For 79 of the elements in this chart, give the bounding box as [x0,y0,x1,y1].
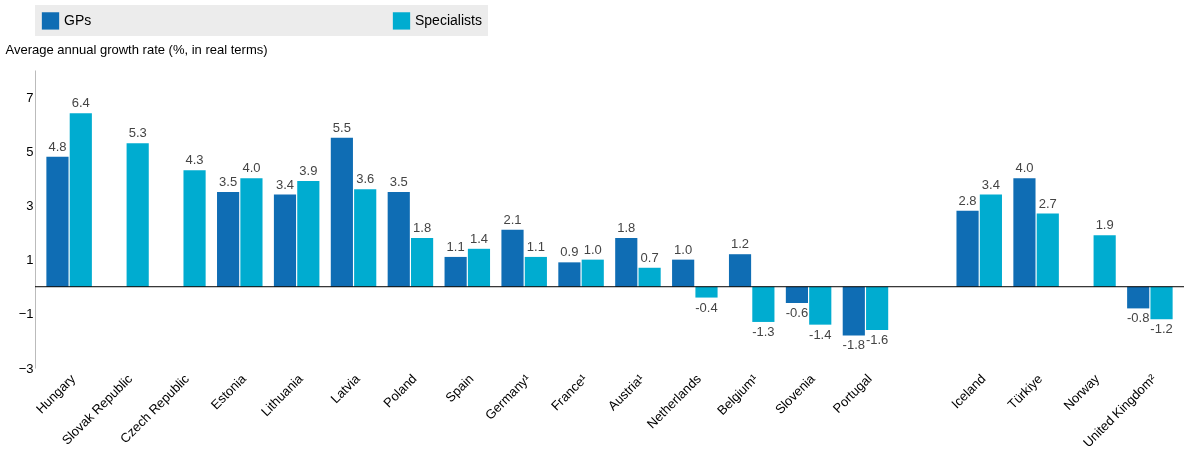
bar [956,210,979,287]
y-tick-label: −3 [18,360,34,376]
data-label: 4.3 [185,152,204,168]
data-label: 1.1 [446,238,465,254]
data-label: 5.5 [332,119,351,135]
bar [444,256,467,287]
data-label: 2.1 [503,211,522,227]
data-label: -1.3 [752,323,775,339]
bar [638,267,661,287]
data-label: -0.8 [1127,310,1150,326]
bar [217,191,240,287]
data-label: -1.4 [809,326,832,342]
data-label: 1.4 [469,230,488,246]
bar [354,189,377,287]
bar [273,194,297,287]
data-label: 1.2 [731,236,750,252]
bar [581,259,604,287]
y-tick-label: 1 [26,252,34,268]
bar [558,262,581,287]
bar [467,248,491,287]
bar [524,256,547,287]
y-tick-label: −1 [18,306,34,322]
data-label: 1.9 [1095,217,1114,233]
bar [501,229,524,287]
y-tick-label: 3 [26,197,34,213]
data-label: -0.6 [785,304,809,320]
bar [387,191,410,287]
bar [69,113,92,287]
data-label: 0.9 [560,244,579,260]
data-label: 0.7 [640,249,659,265]
data-label: 6.4 [71,95,90,111]
data-label: 1.8 [413,219,432,235]
data-label: 3.4 [981,176,1000,192]
data-label: 4.8 [48,138,67,154]
data-label: 3.9 [299,163,318,179]
data-label: 2.8 [958,192,977,208]
bar [1093,235,1116,287]
data-label: -1.8 [842,337,865,353]
data-label: 1.8 [617,219,636,235]
bar [866,286,889,331]
data-label: 4.0 [242,160,261,176]
bar [785,286,808,303]
data-label: 3.5 [219,173,238,189]
bar [330,137,353,287]
data-label: 5.3 [128,125,147,141]
data-label: 3.5 [389,173,408,189]
bar [752,286,775,322]
bar [126,143,149,287]
data-label: 3.4 [275,176,295,192]
data-label: -1.6 [865,332,889,348]
bar [728,254,752,287]
data-label: 1.1 [526,238,545,254]
y-axis-title: Average annual growth rate (%, in real terms) [5,41,268,57]
bar [1013,178,1036,287]
bar [809,286,832,325]
legend-label: GPs [64,11,92,28]
y-tick-label: 5 [26,143,34,159]
data-label: 1.0 [583,241,602,257]
bar [411,237,434,287]
legend-label: Specialists [415,11,482,28]
data-label: 4.0 [1015,160,1034,176]
bar [1150,286,1173,320]
bar [240,178,263,287]
bar [1036,213,1059,287]
bar [842,286,865,336]
bar [695,286,718,298]
bar [183,170,206,287]
data-label: -0.4 [695,299,718,315]
bar [297,181,320,287]
data-label: -1.2 [1150,321,1173,337]
data-label: 3.6 [356,171,375,187]
y-tick-label: 7 [26,89,34,105]
data-label: 2.7 [1038,195,1057,211]
data-label: 1.0 [674,241,693,257]
bar [672,259,695,287]
bar [46,156,69,287]
bar [979,194,1002,287]
bar [615,237,638,287]
bar [1127,286,1150,309]
